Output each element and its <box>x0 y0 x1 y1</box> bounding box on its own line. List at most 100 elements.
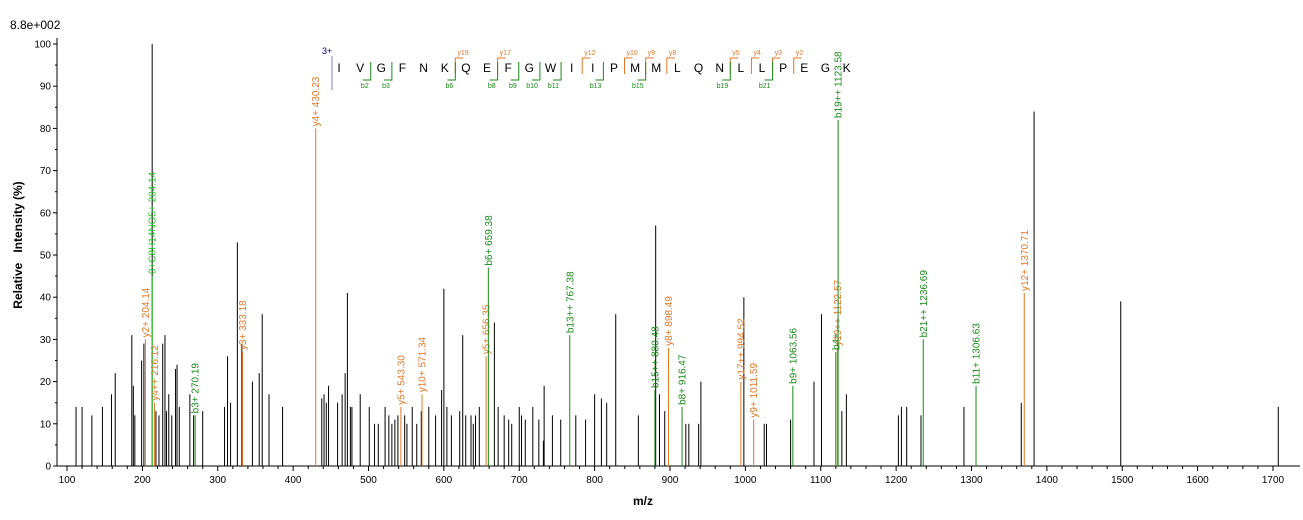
x-tick-label: 800 <box>586 475 603 486</box>
y-tick-label: 40 <box>40 293 52 304</box>
x-tick-label: 1200 <box>885 475 908 486</box>
peak-label: b21++ 1236.69 <box>919 270 930 338</box>
residue: L <box>674 61 681 75</box>
residue: E <box>483 61 491 75</box>
y-ion-label: y2 <box>796 50 804 57</box>
peak-label: y2+ 204.14 <box>141 287 152 337</box>
peak-label: b19++ 1123.58 <box>834 51 845 118</box>
y-ion-label: y19 <box>457 50 468 57</box>
y-tick-label: 60 <box>40 208 52 219</box>
y-ion-label: y5 <box>732 50 740 57</box>
y-ion-label: y3 <box>775 50 783 57</box>
b-ion-mark <box>362 62 372 81</box>
b-ion-mark <box>447 62 456 81</box>
peak-label: y3+ 333.18 <box>238 300 249 350</box>
x-tick-label: 1400 <box>1036 475 1059 486</box>
residue: Q <box>461 61 470 75</box>
residue: E <box>800 61 808 75</box>
x-tick-label: 1600 <box>1187 475 1210 486</box>
residue: I <box>570 61 573 75</box>
y-tick-label: 70 <box>40 166 52 177</box>
residue: P <box>779 61 787 75</box>
peaks-layer <box>75 44 1279 466</box>
residue: G <box>377 61 386 75</box>
residue: N <box>715 61 724 75</box>
y-ion-label: y9 <box>648 50 656 57</box>
x-axis-title: m/z <box>633 494 653 508</box>
peak-label: b8+ 916.47 <box>678 354 689 405</box>
residue: G <box>525 61 534 75</box>
y-ion-label: y4 <box>753 50 761 57</box>
residue: V <box>356 61 364 75</box>
residue: K <box>441 61 449 75</box>
b-ion-label: b21 <box>759 83 771 90</box>
x-tick-label: 1100 <box>810 475 832 486</box>
b-ion-mark <box>489 62 499 81</box>
y-tick-label: 90 <box>40 82 52 93</box>
peak-label: b4+ <box>831 333 842 350</box>
b-ion-label: b2 <box>361 83 369 90</box>
y-ion-mark <box>581 57 591 74</box>
max-intensity-label: 8.8e+002 <box>10 18 61 32</box>
y-ion-mark <box>750 57 760 74</box>
annotated-peaks-layer: 0+C8H14NO5+ 204.14 y2+ 204.14 y4++ 216.12 b… <box>141 51 1031 466</box>
y-ion-mark <box>793 57 802 74</box>
residue: G <box>821 61 830 75</box>
b-ion-label: b10 <box>526 83 538 90</box>
residue: W <box>545 61 557 75</box>
b-ion-label: b11 <box>548 83 559 90</box>
y-tick-label: 100 <box>34 40 51 51</box>
peak-label: y17++ 994.52 <box>736 318 747 380</box>
x-tick-label: 400 <box>285 475 302 486</box>
peak-label: y12+ 1370.71 <box>1020 230 1031 291</box>
peak-label: y5+ 543.30 <box>396 355 407 405</box>
residue: I <box>337 61 340 75</box>
residue: I <box>591 61 594 75</box>
b-ion-mark <box>510 62 520 81</box>
b-ion-mark <box>531 62 541 81</box>
y-ion-label: y12 <box>584 50 595 57</box>
y-tick-label: 50 <box>40 251 52 262</box>
b-ion-mark <box>637 62 647 81</box>
peak-label: y9+ 1011.59 <box>749 363 760 418</box>
residue: M <box>630 61 640 75</box>
x-tick-label: 1500 <box>1111 475 1134 486</box>
peak-label: b15++ 880.48 <box>650 326 661 388</box>
b-ion-label: b19 <box>717 83 729 90</box>
b-ion-mark <box>553 62 562 81</box>
charge-state: 3+ <box>322 46 332 56</box>
peak-label: 0+C8H14NO5+ 204.14 <box>148 171 159 274</box>
peak-label: y4++ 216.12 <box>150 345 161 401</box>
y-tick-label: 30 <box>40 335 52 346</box>
peak-label: y8+ 898.49 <box>664 296 675 346</box>
y-tick-label: 80 <box>40 124 52 135</box>
x-tick-label: 900 <box>662 475 679 486</box>
peak-label: b3+ 270.19 <box>191 363 202 414</box>
y-ion-label: y10 <box>627 50 638 57</box>
x-tick-label: 100 <box>59 475 76 486</box>
residue: Q <box>694 61 703 75</box>
b-ion-label: b13 <box>590 83 602 90</box>
residue: L <box>759 61 766 75</box>
y-axis-title: Relative Intensity (%) <box>11 181 25 308</box>
peak-label: b11+ 1306.63 <box>972 323 983 384</box>
peak-label: y4+ 430.23 <box>311 76 322 126</box>
b-ion-mark <box>595 62 604 81</box>
y-tick-label: 20 <box>40 377 52 388</box>
peak-label: b9+ 1063.56 <box>788 327 799 383</box>
peak-label: b13++ 767.38 <box>565 271 576 333</box>
x-tick-label: 600 <box>436 475 453 486</box>
b-ion-label: b15 <box>632 83 644 90</box>
residue: M <box>651 61 661 75</box>
b-ion-mark <box>764 62 774 81</box>
residue: F <box>399 61 406 75</box>
b-ion-label: b9 <box>509 83 517 90</box>
peak-label: y5+ 656.35 <box>482 304 493 354</box>
b-ion-label: b3 <box>382 83 390 90</box>
x-tick-label: 1700 <box>1262 475 1285 486</box>
axes: 0 10 20 30 40 50 60 70 80 90 100 100 200 300 400 500 600… <box>34 38 1300 486</box>
y-tick-label: 0 <box>45 462 51 473</box>
residue: L <box>738 61 745 75</box>
